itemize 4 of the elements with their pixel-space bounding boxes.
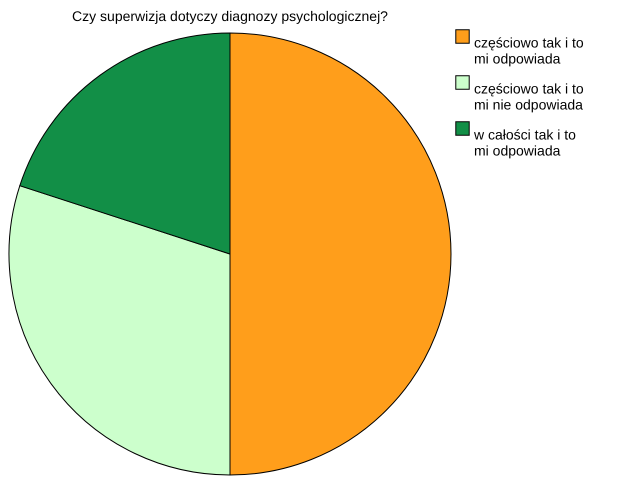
legend-label: w całości tak i to mi odpowiada — [473, 126, 576, 158]
chart-title: Czy superwizja dotyczy diagnozy psychologicznej? — [72, 8, 388, 24]
legend-label: częściowo tak i to mi odpowiada — [474, 34, 584, 66]
legend-label: częściowo tak i to mi nie odpowiada — [474, 80, 584, 112]
